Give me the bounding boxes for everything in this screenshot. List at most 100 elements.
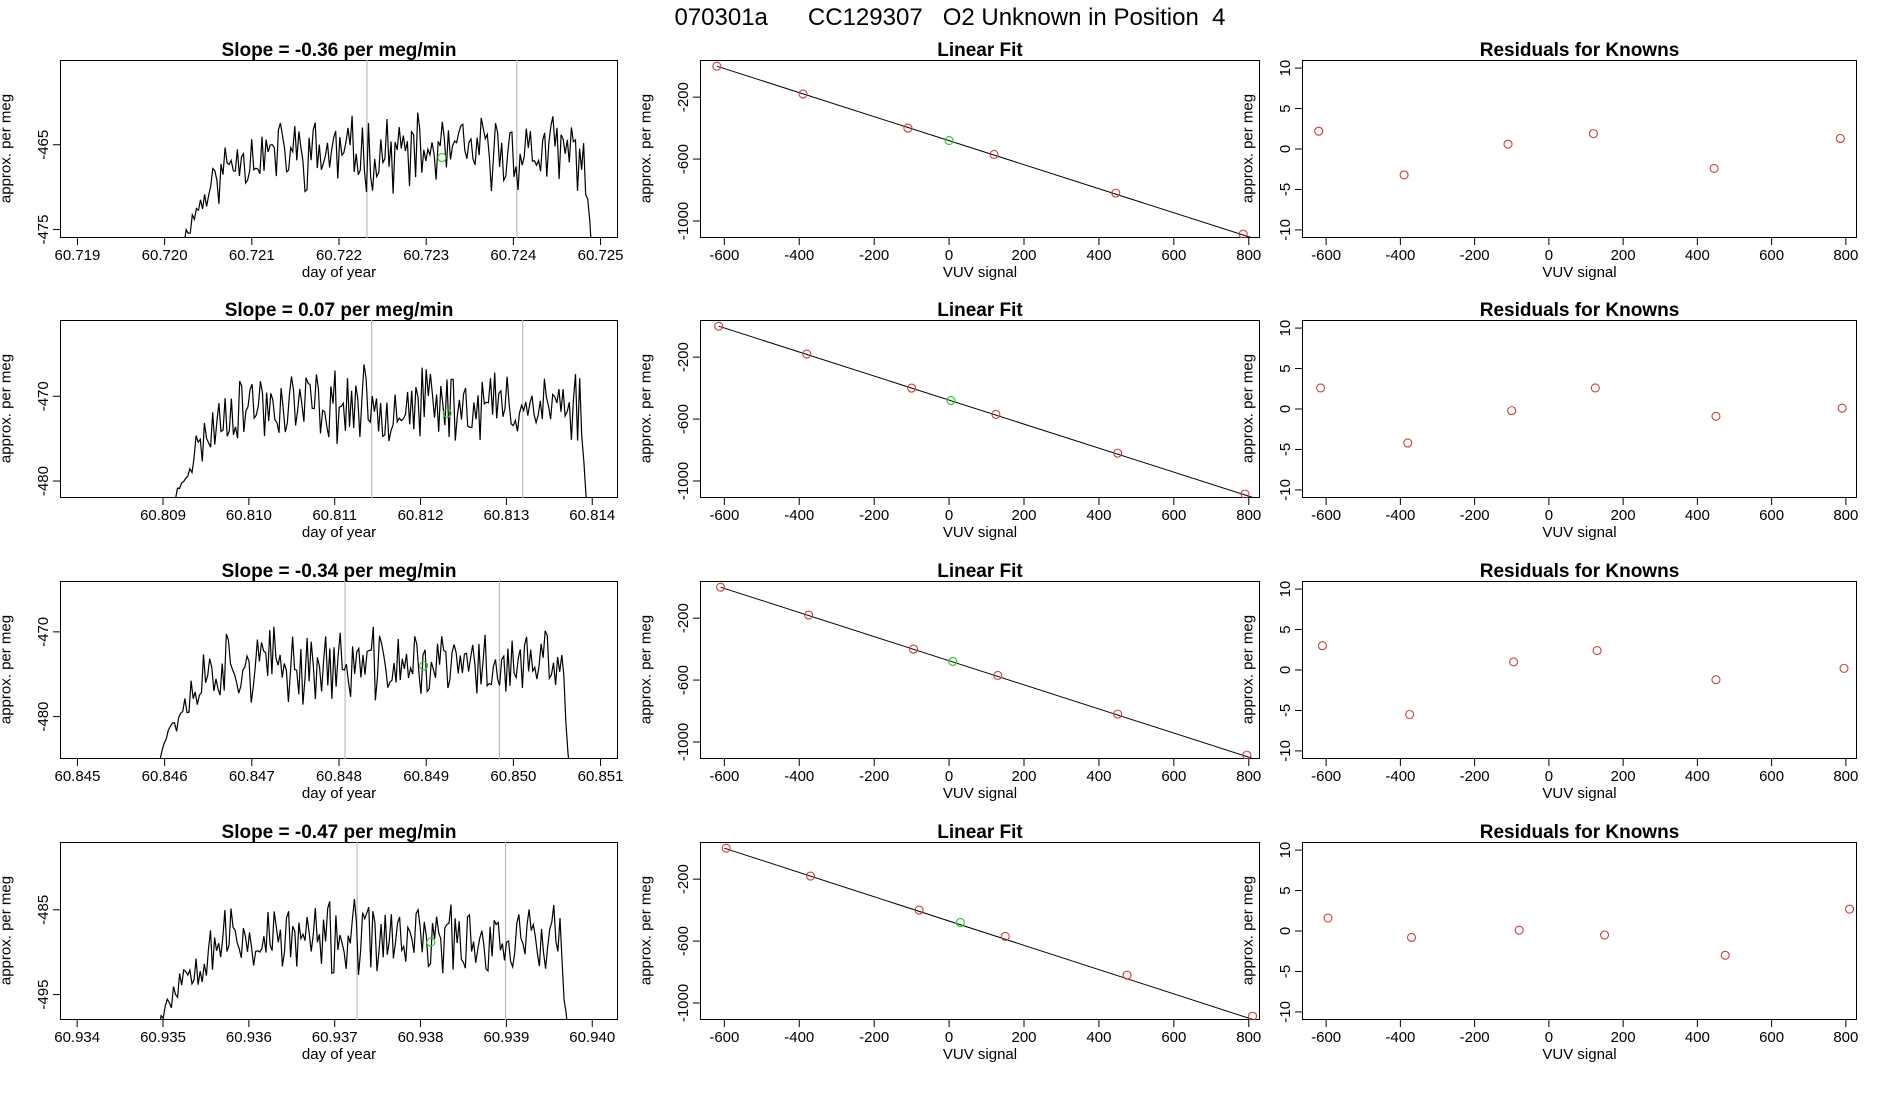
x-tick-label: -400 — [784, 507, 814, 524]
x-tick-label: 60.845 — [54, 768, 100, 785]
fit-line — [724, 847, 1255, 1020]
plot-svg: -600 -400 -200 0 200 400 600 800 -200 -600 -1000 — [675, 60, 1261, 264]
slope-title: Slope = 0.07 per meg/min — [224, 300, 454, 321]
x-tick-label: -400 — [1385, 1029, 1415, 1046]
plot-frame — [1302, 581, 1857, 759]
x-tick-label: 60.934 — [54, 1029, 100, 1046]
chart-panel: Linear Fit VUV signal approx. per meg -600-… — [638, 561, 1262, 802]
y-tick-label: -475 — [35, 215, 52, 245]
y-tick-label: -10 — [1277, 1001, 1294, 1023]
plot-svg: -600 -400 -200 0 200 400 600 800 -200 -600 -1000 — [675, 320, 1261, 524]
chart-panel: Residuals for Knowns VUV signal approx. pe… — [1240, 822, 1859, 1063]
plot-svg: 60.719 60.720 60.721 60.722 60.723 60.724 60.7… — [35, 60, 624, 264]
residual-point — [1405, 709, 1415, 720]
residual-point — [1837, 403, 1847, 413]
x-tick-label: 60.937 — [312, 1029, 358, 1046]
y-tick-label: 0 — [1277, 405, 1294, 413]
x-tick-label: 800 — [1833, 247, 1858, 264]
y-tick-label: 10 — [1277, 320, 1294, 337]
x-tick-label: -200 — [1460, 768, 1490, 785]
y-tick-label: 10 — [1277, 842, 1294, 859]
slope-title: Slope = -0.34 per meg/min — [221, 561, 457, 582]
plot-svg: 60.934 60.935 60.936 60.937 60.938 60.939 60.9… — [35, 842, 618, 1046]
x-tick-label: -400 — [1385, 247, 1415, 264]
residual-point — [1403, 438, 1413, 448]
cylinder-id: CC129307 — [807, 4, 923, 31]
unknown-point — [442, 408, 452, 418]
y-tick-label: 5 — [1277, 104, 1294, 112]
linear-fit-title: Linear Fit — [937, 561, 1023, 582]
plot-frame — [60, 320, 618, 498]
y-tick-label: -5 — [1277, 183, 1294, 196]
y-tick-label: -600 — [675, 665, 692, 695]
fit-line — [716, 65, 1253, 238]
y-tick-label: 5 — [1277, 625, 1294, 633]
residual-point — [1323, 913, 1333, 923]
x-tick-label: 200 — [1611, 507, 1636, 524]
linear-fit-title: Linear Fit — [937, 300, 1023, 321]
y-tick-label: -600 — [675, 144, 692, 174]
x-tick-label: 60.938 — [398, 1029, 444, 1046]
known-point — [991, 409, 1001, 419]
x-tick-label: 200 — [1611, 1029, 1636, 1046]
known-point — [804, 610, 814, 620]
residual-point — [1711, 411, 1721, 421]
y-axis-label: approx. per meg — [637, 93, 655, 204]
y-tick-label: 0 — [1277, 927, 1294, 935]
x-tick-label: 60.851 — [578, 768, 624, 785]
residual-point — [1509, 657, 1519, 667]
plot-frame — [700, 581, 1260, 759]
chart-panel: Residuals for Knowns VUV signal approx. pe… — [1240, 40, 1859, 281]
x-tick-label: 60.723 — [403, 247, 449, 264]
y-tick-label: 5 — [1277, 364, 1294, 372]
known-point — [1242, 750, 1252, 759]
data-trace — [175, 364, 587, 498]
x-tick-label: -600 — [709, 507, 739, 524]
x-tick-label: -200 — [859, 507, 889, 524]
x-tick-label: 60.850 — [490, 768, 536, 785]
x-tick-label: 0 — [1545, 1029, 1553, 1046]
x-tick-label: 60.811 — [312, 507, 357, 524]
x-tick-label: 0 — [1545, 507, 1553, 524]
x-tick-label: -200 — [859, 768, 889, 785]
known-point — [989, 149, 999, 159]
x-tick-label: 400 — [1086, 1029, 1111, 1046]
fit-line — [718, 325, 1255, 498]
residual-point — [1709, 163, 1719, 173]
x-tick-label: -600 — [1311, 247, 1341, 264]
y-axis-label: approx. per meg — [637, 875, 655, 986]
x-tick-label: 60.814 — [569, 507, 615, 524]
y-tick-label: 0 — [1277, 666, 1294, 674]
x-tick-label: -200 — [1460, 507, 1490, 524]
known-point — [1111, 188, 1121, 198]
y-axis-label: approx. per meg — [0, 875, 15, 986]
x-tick-label: 0 — [1545, 768, 1553, 785]
y-tick-label: -200 — [675, 864, 692, 894]
chart-panel: Slope = -0.36 per meg/min day of year appr… — [0, 40, 624, 281]
x-tick-label: 800 — [1833, 507, 1858, 524]
x-tick-label: 60.719 — [54, 247, 100, 264]
x-axis-label: VUV signal — [942, 524, 1018, 541]
fit-line — [720, 586, 1255, 759]
unknown-point — [955, 917, 965, 928]
slope-title: Slope = -0.36 per meg/min — [221, 40, 457, 61]
unknown-point — [418, 661, 429, 671]
y-tick-label: -10 — [1277, 740, 1294, 762]
chart-panel: Linear Fit VUV signal approx. per meg -600-… — [638, 822, 1262, 1063]
plot-frame — [60, 842, 618, 1020]
known-point — [1122, 970, 1132, 980]
y-tick-label: -1000 — [675, 202, 692, 240]
x-axis-label: VUV signal — [942, 785, 1018, 802]
residual-point — [1845, 904, 1855, 914]
x-axis-label: day of year — [301, 1046, 377, 1063]
run-id: 070301a — [674, 4, 768, 31]
x-tick-label: -600 — [709, 247, 739, 264]
x-tick-label: 60.936 — [226, 1029, 272, 1046]
plot-svg: 60.845 60.846 60.847 60.848 60.849 60.850 60.8… — [35, 581, 624, 785]
y-tick-label: -465 — [35, 130, 52, 160]
x-axis-label: VUV signal — [1542, 524, 1617, 541]
residuals-title: Residuals for Knowns — [1479, 300, 1680, 321]
y-axis-label: approx. per meg — [0, 614, 15, 725]
chart-panel: Slope = -0.34 per meg/min day of year appr… — [0, 561, 624, 802]
y-tick-label: -480 — [35, 466, 52, 496]
